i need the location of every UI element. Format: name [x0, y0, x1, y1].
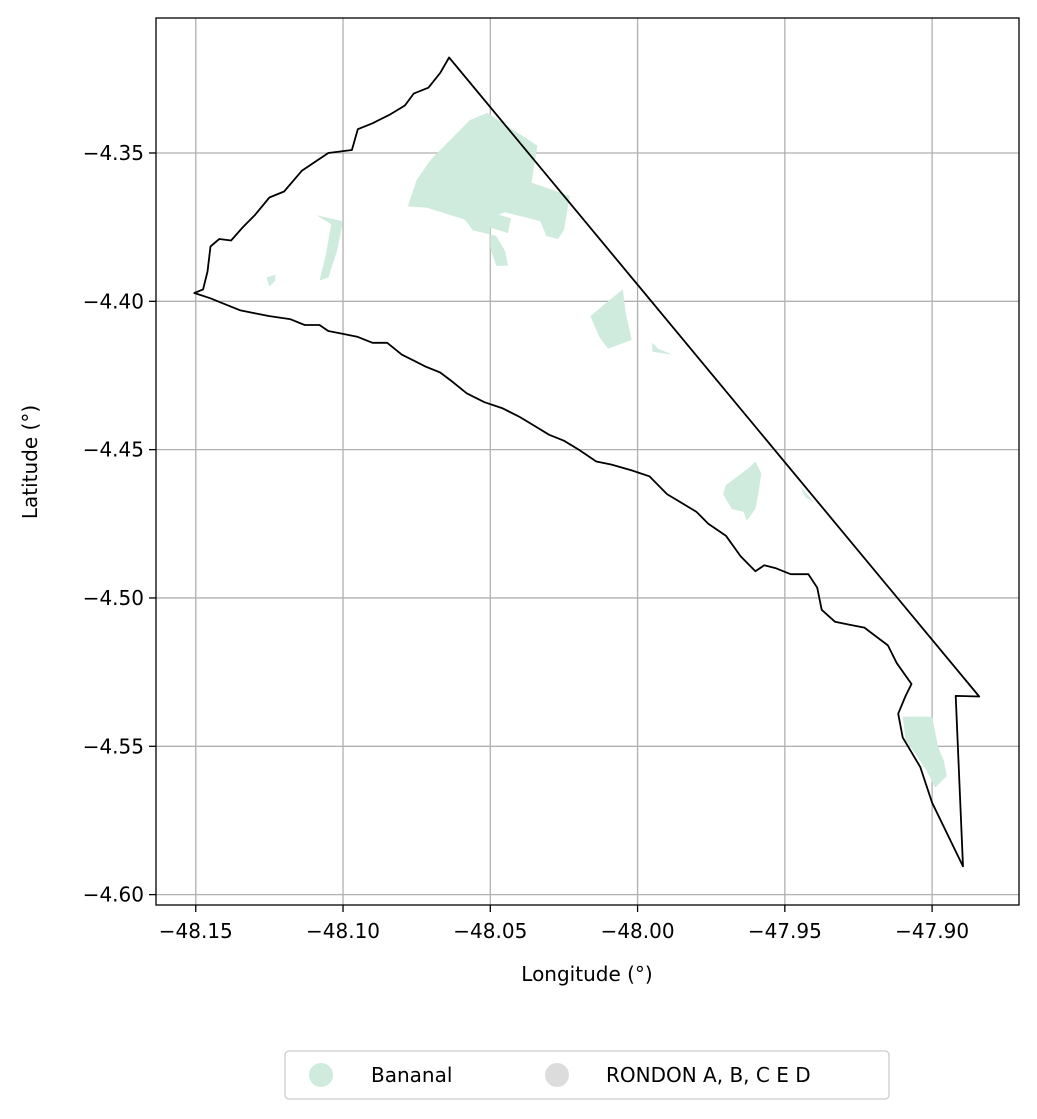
y-tick-label-3: −4.50: [83, 586, 144, 610]
region-bananal-polygon-4: [590, 289, 632, 349]
x-tick-label-5: −47.90: [895, 919, 969, 943]
legend: Bananal RONDON A, B, C E D: [284, 1050, 890, 1100]
region-bananal-polygon-0: [407, 112, 570, 266]
region-bananal-polygon-2: [316, 215, 343, 281]
y-tick-label-1: −4.40: [83, 289, 144, 313]
municipality-boundary: [193, 56, 981, 868]
region-bananal-polygon-7: [799, 485, 815, 503]
region-bananal-polygon-5: [652, 342, 673, 355]
x-tick-label-0: −48.15: [159, 919, 233, 943]
legend-label-rondon: RONDON A, B, C E D: [606, 1063, 811, 1087]
y-axis-ticks: −4.35 −4.40 −4.45 −4.50 −4.55 −4.60: [83, 141, 156, 907]
legend-frame: [284, 1050, 890, 1100]
x-axis-label: Longitude (°): [521, 962, 652, 986]
region-polygons: [266, 112, 947, 788]
region-bananal-polygon-3: [266, 274, 276, 287]
x-axis-ticks: −48.15 −48.10 −48.05 −48.00 −47.95 −47.90: [159, 905, 969, 943]
region-bananal-polygon-6: [723, 461, 762, 521]
legend-marker-bananal: [309, 1063, 333, 1087]
y-tick-label-5: −4.60: [83, 883, 144, 907]
x-tick-label-2: −48.05: [453, 919, 527, 943]
region-bananal-polygon-1: [422, 194, 511, 234]
legend-marker-rondon: [545, 1063, 569, 1087]
x-tick-label-3: −48.00: [601, 919, 675, 943]
plot-frame: [155, 17, 1020, 906]
y-tick-label-4: −4.55: [83, 734, 144, 758]
y-axis-label: Latitude (°): [18, 405, 42, 519]
x-tick-label-4: −47.95: [748, 919, 822, 943]
region-bananal-polygon-8: [902, 716, 947, 788]
y-tick-label-2: −4.45: [83, 438, 144, 462]
x-tick-label-1: −48.10: [306, 919, 380, 943]
y-tick-label-0: −4.35: [83, 141, 144, 165]
legend-label-bananal: Bananal: [371, 1063, 452, 1087]
